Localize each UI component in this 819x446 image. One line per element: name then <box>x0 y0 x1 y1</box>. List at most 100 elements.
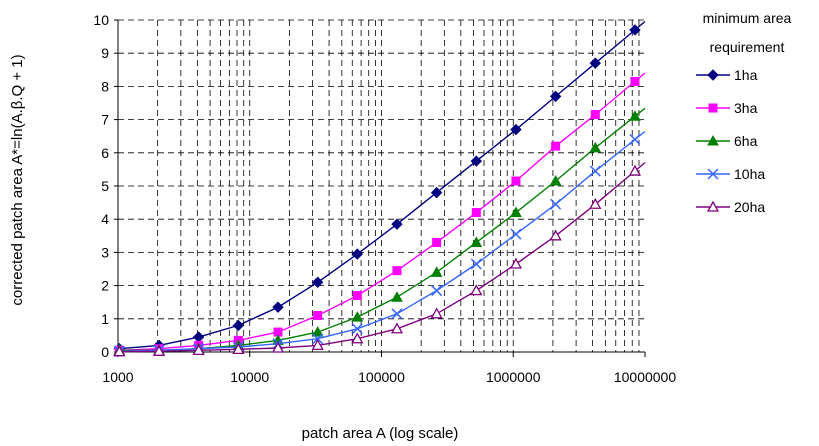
legend-item-1ha: 1ha <box>696 67 758 83</box>
y-tick-label: 5 <box>101 178 109 194</box>
series-20ha <box>113 162 646 357</box>
data-point <box>192 344 205 355</box>
data-point <box>391 218 403 230</box>
data-point <box>311 276 324 288</box>
legend-items: 1ha 3ha 6ha 10ha 20ha <box>696 67 765 215</box>
legend-item-20ha: 20ha <box>696 199 765 215</box>
legend-marker <box>706 200 720 212</box>
legend-marker <box>708 103 718 113</box>
data-point <box>511 176 521 186</box>
series-line <box>119 130 646 352</box>
data-point <box>549 90 562 103</box>
data-point <box>550 198 562 210</box>
data-point <box>589 141 602 153</box>
y-axis-title: corrected patch area A*=ln(A.β.Q + 1) <box>9 54 26 305</box>
legend-item-6ha: 6ha <box>696 133 758 149</box>
data-point <box>629 133 641 146</box>
data-point <box>392 266 402 276</box>
x-tick-label: 10000 <box>230 369 269 385</box>
data-point <box>232 319 245 332</box>
legend-item-3ha: 3ha <box>696 100 758 116</box>
data-point <box>351 332 364 344</box>
data-point <box>432 237 442 247</box>
x-tick-label: 1000000 <box>486 369 541 385</box>
data-point <box>430 186 443 199</box>
data-point <box>510 206 522 218</box>
legend-marker <box>707 134 719 146</box>
data-point <box>272 301 284 313</box>
y-tick-label: 7 <box>101 112 109 128</box>
data-point <box>470 258 482 270</box>
y-tick-label: 2 <box>101 278 109 294</box>
data-point <box>510 123 522 136</box>
y-tick-label: 4 <box>101 211 109 227</box>
series-line <box>119 72 646 351</box>
legend-marker <box>707 168 719 180</box>
series-3ha <box>114 72 646 355</box>
series-10ha <box>113 130 646 357</box>
y-tick-label: 8 <box>101 78 109 94</box>
series-6ha <box>113 107 646 355</box>
legend: minimum area requirement 1ha 3ha 6ha 10ha 20… <box>696 10 792 215</box>
legend-label: 20ha <box>734 199 765 215</box>
data-point <box>470 236 483 247</box>
x-tick-labels: 1000 10000 100000 1000000 10000000 <box>102 369 676 385</box>
data-point <box>351 323 363 335</box>
data-point <box>549 174 562 186</box>
legend-title-line-2: requirement <box>710 39 785 55</box>
y-tick-label: 1 <box>101 311 109 327</box>
data-point <box>510 228 522 240</box>
data-point <box>352 291 362 301</box>
data-point <box>551 141 561 151</box>
data-point <box>628 164 642 176</box>
data-point <box>232 343 245 354</box>
legend-label: 1ha <box>734 67 758 83</box>
y-tick-label: 0 <box>101 344 109 360</box>
data-point <box>152 344 166 356</box>
data-point <box>391 308 403 320</box>
x-tick-label: 10000000 <box>614 369 677 385</box>
data-point <box>311 326 324 337</box>
grid-lines <box>118 19 645 352</box>
data-point <box>430 307 443 319</box>
data-point <box>590 110 600 120</box>
series-layer <box>113 20 646 357</box>
data-point <box>311 339 324 351</box>
x-axis-title: patch area A (log scale) <box>302 425 459 442</box>
data-point <box>351 248 364 260</box>
data-point <box>113 345 126 357</box>
data-point <box>509 257 523 269</box>
x-tick-label: 1000 <box>102 369 133 385</box>
y-tick-label: 3 <box>101 244 109 260</box>
data-point <box>630 76 640 86</box>
y-tick-label: 6 <box>101 145 109 161</box>
series-line <box>119 162 646 353</box>
y-tick-label: 9 <box>101 45 109 61</box>
data-point <box>391 291 403 302</box>
data-point <box>589 57 601 69</box>
data-point <box>629 24 641 36</box>
x-tick-label: 100000 <box>358 369 405 385</box>
y-tick-labels: 0 1 2 3 4 5 6 7 8 9 10 <box>93 12 109 360</box>
series-line <box>119 20 646 350</box>
data-point <box>271 341 285 353</box>
data-point <box>312 333 324 345</box>
y-tick-label: 10 <box>93 12 109 28</box>
data-point <box>431 285 443 297</box>
legend-label: 6ha <box>734 133 758 149</box>
data-point <box>390 322 404 334</box>
series-line <box>119 107 646 351</box>
series-1ha <box>113 20 646 355</box>
data-point <box>430 266 443 277</box>
legend-title-line-1: minimum area <box>703 10 792 26</box>
data-point <box>589 197 602 209</box>
data-point <box>313 310 323 320</box>
data-point <box>351 311 364 322</box>
legend-label: 10ha <box>734 166 765 182</box>
data-point <box>470 155 483 167</box>
data-point <box>470 284 483 296</box>
data-point <box>192 331 205 343</box>
data-point <box>589 165 601 177</box>
legend-label: 3ha <box>734 100 758 116</box>
